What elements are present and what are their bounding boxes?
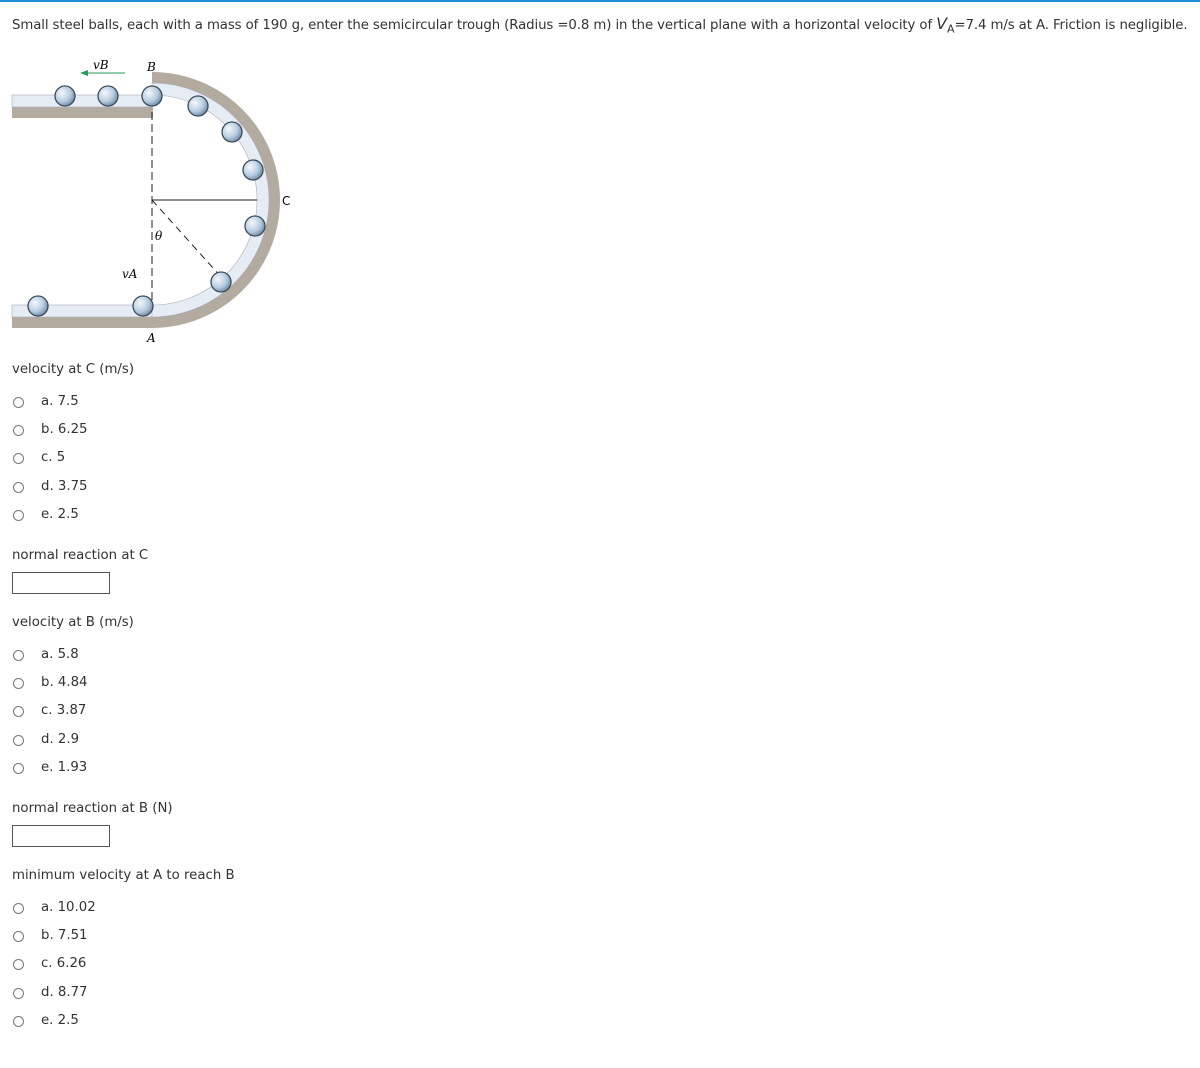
radio-button[interactable] xyxy=(13,650,24,661)
radio-button[interactable] xyxy=(13,678,24,690)
radio-button[interactable] xyxy=(13,706,24,718)
figure: vB B C θ vA A xyxy=(11,58,290,345)
question-text: Small steel balls, each with a mass of 1… xyxy=(12,14,1197,40)
option-label[interactable]: e. 1.93 xyxy=(41,759,88,775)
radio-button[interactable] xyxy=(13,903,24,914)
option-label[interactable]: c. 3.87 xyxy=(41,703,87,719)
option-label[interactable]: b. 6.25 xyxy=(41,422,88,438)
label-va: vA xyxy=(122,267,138,281)
label-b: B xyxy=(146,60,156,74)
option-label[interactable]: e. 2.5 xyxy=(41,1012,79,1028)
prompt: normal reaction at B (N) xyxy=(12,801,173,816)
radio-button[interactable] xyxy=(13,734,24,746)
trough xyxy=(11,70,280,328)
option-label[interactable]: b. 4.84 xyxy=(41,675,88,691)
question-before: Small steel balls, each with a mass of 1… xyxy=(12,18,937,33)
radio-button[interactable] xyxy=(13,481,24,493)
prompt: velocity at C (m/s) xyxy=(12,362,135,377)
radio-button[interactable] xyxy=(13,509,24,521)
radio-button[interactable] xyxy=(13,987,24,999)
radio-button[interactable] xyxy=(13,1015,24,1027)
label-c: C xyxy=(282,194,290,208)
option-label[interactable]: c. 6.26 xyxy=(41,956,87,972)
label-a: A xyxy=(146,331,156,345)
option-label[interactable]: b. 7.51 xyxy=(41,928,88,944)
option-label[interactable]: d. 3.75 xyxy=(41,478,88,494)
answer-input[interactable] xyxy=(12,572,110,594)
option-label[interactable]: a. 7.5 xyxy=(41,394,79,409)
option-label[interactable]: a. 10.02 xyxy=(41,900,96,915)
balls xyxy=(27,85,266,317)
option-label[interactable]: d. 8.77 xyxy=(41,984,88,1000)
top-border xyxy=(0,0,1200,2)
radio-button[interactable] xyxy=(13,931,24,943)
option-label[interactable]: a. 5.8 xyxy=(41,647,79,662)
radio-button[interactable] xyxy=(13,959,24,971)
radio-button[interactable] xyxy=(13,397,24,408)
velocity-symbol: V xyxy=(936,14,948,33)
velocity-subscript: A xyxy=(947,22,955,36)
radio-button[interactable] xyxy=(13,762,24,774)
answer-input[interactable] xyxy=(12,825,110,847)
prompt: normal reaction at C xyxy=(12,548,149,563)
radio-button[interactable] xyxy=(13,453,24,465)
option-label[interactable]: d. 2.9 xyxy=(41,731,80,747)
option-label[interactable]: c. 5 xyxy=(41,450,66,466)
radio-button[interactable] xyxy=(13,425,24,437)
label-vb: vB xyxy=(93,58,109,72)
option-label[interactable]: e. 2.5 xyxy=(41,506,79,522)
label-theta: θ xyxy=(155,229,163,243)
prompt: velocity at B (m/s) xyxy=(12,615,134,630)
question-after: =7.4 m/s at A. Friction is negligible. xyxy=(954,18,1188,33)
prompt: minimum velocity at A to reach B xyxy=(12,868,235,883)
